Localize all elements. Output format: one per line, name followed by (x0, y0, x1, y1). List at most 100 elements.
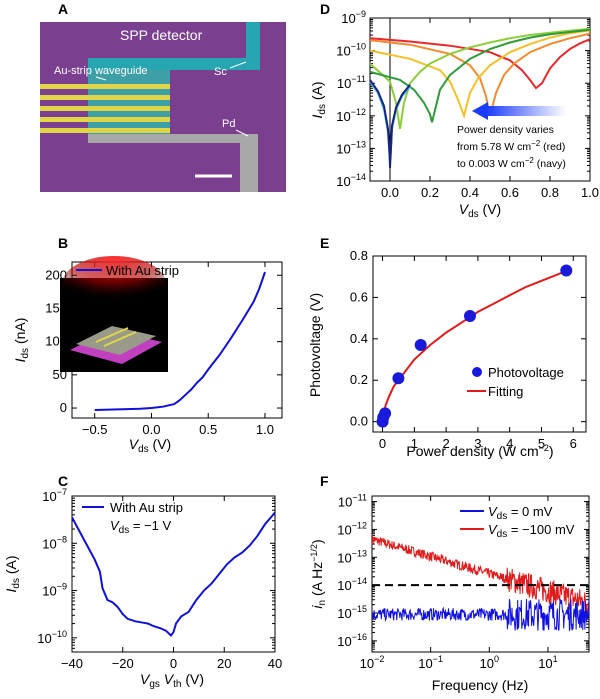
c-x-tick-label: −20 (112, 656, 134, 671)
e-x-tick-label: 4 (506, 436, 513, 451)
panel-label-c: C (58, 473, 68, 489)
sc-electrode-horizontal (88, 58, 260, 70)
inset-strip (95, 327, 129, 343)
plot-frame-d (369, 17, 591, 182)
device-title: SPP detector (120, 27, 203, 43)
tick-group-f: 10−2 10−1 100 101 10−16 10−15 10−14 10−13 10−12 1… (337, 493, 589, 671)
annotation-line-2: from 5.78 W cm−2 (red) (457, 139, 565, 153)
pd-label: Pd (222, 118, 235, 130)
vds-note-c: Vds = −1 V (110, 518, 171, 536)
e-y-tick-label: 0.8 (350, 248, 368, 263)
c-y-tick-label: 10−8 (42, 534, 67, 551)
d-y-tick-label: 10−9 (341, 9, 366, 26)
b-x-tick-label: 0.5 (199, 422, 217, 437)
pd-electrode-horizontal (88, 134, 258, 143)
f-y-tick-label: 10−12 (337, 520, 367, 537)
au-strip-pointer (95, 76, 107, 81)
y-axis-title-f: in (A Hz−1/2) (309, 539, 328, 608)
d-y-tick-label: 10−13 (336, 139, 366, 156)
c-y-tick-label: 10−9 (42, 582, 67, 599)
series-line-d-3 (370, 27, 590, 129)
f-y-tick-label: 10−13 (337, 548, 367, 565)
x-axis-title-c: Vgs Vth (V) (140, 671, 204, 690)
legend-label-minus-100mv: Vds = −100 mV (488, 522, 575, 540)
e-x-tick-label: 3 (474, 436, 481, 451)
series-line-d-0 (370, 37, 590, 90)
f-x-tick-label: 10−2 (360, 654, 385, 671)
e-y-tick-label: 0.2 (350, 372, 368, 387)
y-axis-title-d: Ids (A) (309, 81, 328, 118)
panel-label-b: B (58, 235, 68, 251)
chart-e: 0 1 2 3 4 5 6 0.0 0.2 0.4 0.6 0.8 Photovoltage Fitt… (307, 248, 587, 459)
d-x-tick-label: 1.0 (581, 185, 599, 200)
d-x-tick-label: 0.8 (541, 185, 559, 200)
sc-pointer (229, 61, 247, 69)
plot-frame-f (371, 495, 590, 653)
d-x-tick-label: 0.6 (501, 185, 519, 200)
series-line-d-4 (370, 28, 590, 123)
tick-group-e: 0 1 2 3 4 5 6 0.0 0.2 0.4 0.6 0.8 (350, 248, 586, 451)
f-x-tick-label: 100 (480, 654, 499, 671)
x-axis-title-e: Power density (W cm−2) (406, 443, 553, 459)
c-x-tick-label: 20 (217, 656, 231, 671)
data-point (379, 407, 392, 420)
panel-label-d: D (320, 1, 330, 17)
chart-d: 0.0 0.2 0.4 0.6 0.8 1.0 10−14 10−13 10−12 10−11 10… (309, 9, 599, 220)
au-strip-waveguides (40, 84, 170, 133)
c-y-tick-label: 10−7 (42, 487, 67, 504)
e-x-tick-label: 2 (443, 436, 450, 451)
panel-label-a: A (58, 1, 68, 17)
x-axis-title-b: Vds (V) (129, 436, 171, 455)
b-x-tick-label: −0.5 (82, 422, 108, 437)
e-x-tick-label: 1 (411, 436, 418, 451)
d-y-tick-label: 10−14 (336, 172, 366, 189)
e-x-tick-label: 0 (379, 436, 386, 451)
e-y-tick-label: 0.4 (350, 331, 368, 346)
y-axis-title-c: Ids (A) (3, 555, 22, 592)
chart-c: −40 −20 0 20 40 10−10 10−9 10−8 10−7 With Au str… (3, 487, 282, 690)
y-axis-title-b: Ids (nA) (12, 318, 31, 363)
data-point (464, 310, 476, 322)
arrow-shaft (486, 106, 566, 116)
y-axis-title-e: Photovoltage (V) (307, 293, 323, 397)
d-y-tick-label: 10−12 (336, 107, 366, 124)
data-point (392, 372, 405, 385)
panel-label-f: F (320, 473, 329, 489)
legend-marker-photovoltage (472, 367, 482, 377)
inset-strip (103, 331, 137, 347)
tick-group-d: 0.0 0.2 0.4 0.6 0.8 1.0 10−14 10−13 10−12 10−11 10… (336, 9, 599, 200)
series-line-d-1 (370, 32, 590, 117)
series-group-d (370, 27, 590, 169)
legend-label-b: With Au strip (106, 263, 179, 278)
x-axis-title-f: Frequency (Hz) (432, 677, 528, 693)
legend-label-fitting: Fitting (488, 384, 523, 399)
c-x-tick-label: 0 (170, 656, 177, 671)
d-x-tick-label: 0.2 (421, 185, 439, 200)
noise-trace-0mv (372, 598, 589, 632)
c-x-tick-label: −40 (61, 656, 83, 671)
d-x-tick-label: 0.4 (461, 185, 479, 200)
chart-f: 10−2 10−1 100 101 10−16 10−15 10−14 10−13 10−12 1… (309, 493, 590, 693)
arrow-head (472, 102, 488, 120)
e-x-tick-label: 6 (570, 436, 577, 451)
f-y-tick-label: 10−11 (338, 493, 367, 510)
device-micrograph: SPP detector Au-strip waveguide Sc Pd (40, 22, 286, 192)
panel-label-e: E (320, 235, 329, 251)
f-y-tick-label: 10−14 (337, 576, 367, 593)
plot-frame-e (372, 255, 587, 433)
c-x-tick-label: 40 (268, 656, 282, 671)
annotation-line-3: to 0.003 W cm−2 (navy) (457, 156, 566, 170)
x-axis-title-d: Vds (V) (459, 201, 501, 220)
annotation-line-1: Power density varies (457, 124, 554, 136)
d-y-tick-label: 10−11 (337, 74, 366, 91)
series-line-b (94, 271, 266, 411)
e-y-tick-label: 0.0 (350, 414, 368, 429)
d-x-tick-label: 0.0 (381, 185, 399, 200)
e-x-tick-label: 5 (538, 436, 545, 451)
series-line-c (72, 511, 275, 638)
series-line-d-2 (370, 29, 590, 120)
legend-label-c: With Au strip (110, 500, 183, 515)
e-y-tick-label: 0.6 (350, 289, 368, 304)
